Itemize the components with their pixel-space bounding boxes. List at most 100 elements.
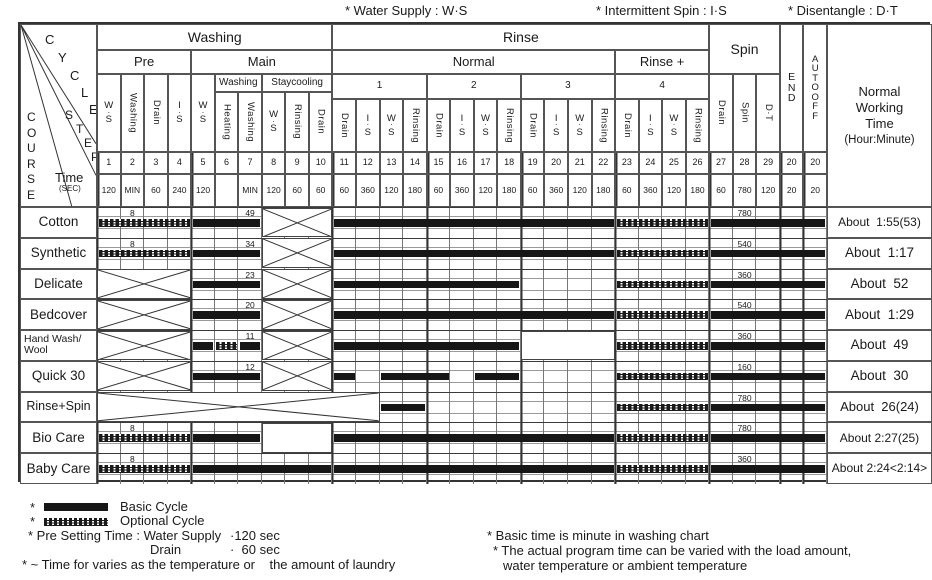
time-cell-13: 120	[379, 174, 404, 207]
segment-x	[97, 330, 192, 361]
bar-value-label: 160	[737, 361, 752, 372]
col-label-text: Washing	[127, 92, 139, 134]
row-divider	[97, 330, 932, 332]
segment-optional-cycle-bar	[616, 434, 708, 442]
segment-basic-cycle-bar	[333, 311, 614, 319]
col-label-25: W · S	[662, 99, 686, 152]
course-letter: C	[27, 110, 36, 124]
time-cell-6	[214, 174, 239, 207]
optional-cycle-swatch	[44, 518, 108, 526]
course-letter: R	[27, 156, 36, 171]
row-divider	[97, 237, 932, 239]
segment-basic-cycle-bar	[239, 342, 261, 350]
header-normal-working-time: Normal Working Time (Hour:Minute)	[826, 24, 932, 207]
segment-basic-cycle-bar	[710, 249, 826, 258]
step-cell-30: 20	[779, 152, 804, 174]
step-letter: E	[84, 136, 93, 150]
col-label-4: I · S	[167, 74, 192, 152]
time-cell-9: 60	[285, 174, 309, 207]
time-cell-27: 60	[709, 174, 733, 207]
step-cell-8: 8	[261, 152, 286, 174]
pre-setting-time-label: * Pre Setting Time : Water Supply	[28, 528, 222, 543]
grid-cell	[567, 268, 592, 300]
working-time-cotton: About 1:55(53)	[826, 207, 932, 238]
col-label-21: W · S	[567, 99, 592, 152]
bar-value-label: 20	[245, 300, 255, 311]
row-label-synthetic: Synthetic	[20, 237, 97, 269]
step-cell-15: 15	[426, 152, 451, 174]
segment-optional-cycle-bar	[216, 342, 237, 350]
segment-basic-cycle-bar	[333, 280, 520, 289]
segment-basic-cycle-bar	[333, 465, 614, 473]
col-label-13: W · S	[379, 99, 404, 152]
segment-basic-cycle-bar	[710, 372, 826, 381]
course-letter: S	[27, 172, 36, 186]
time-cell-24: 360	[638, 174, 663, 207]
col-label-3: Drain	[144, 74, 168, 152]
segment-basic-cycle-bar	[333, 249, 614, 258]
time-cell-1: 120	[97, 174, 121, 207]
grid-cell	[567, 391, 592, 423]
segment-basic-cycle-bar	[381, 372, 449, 381]
drain-time-label: Drain	[150, 542, 182, 557]
step-cell-4: 4	[167, 152, 192, 174]
time-varies-note: * ~ Time for varies as the temperature o…	[22, 557, 396, 572]
legend-water-supply: * Water Supply : W·S	[345, 3, 468, 18]
bar-value-label: 780	[737, 208, 752, 218]
segment-blank	[261, 422, 333, 453]
segment-basic-cycle-bar	[710, 311, 826, 319]
working-time-rinse-spin: About 26(24)	[826, 391, 932, 423]
bar-value-label: 360	[737, 454, 752, 465]
step-cell-7: 7	[238, 152, 262, 174]
time-cell-20: 360	[544, 174, 568, 207]
step-cell-2: 2	[120, 152, 145, 174]
col-label-text: Rinsing	[692, 107, 704, 144]
step-cell-16: 16	[450, 152, 474, 174]
segment-x	[261, 207, 333, 238]
col-label-text: Spin	[739, 102, 751, 124]
step-cell-29: 29	[756, 152, 780, 174]
step-cell-11: 11	[332, 152, 357, 174]
step-cell-21: 21	[567, 152, 592, 174]
row-label-hand-wash-wool: Hand Wash/ Wool	[20, 330, 97, 361]
segment-optional-cycle-bar	[98, 249, 190, 258]
segment-basic-cycle-bar	[192, 219, 261, 227]
col-label-10: Drain	[308, 92, 333, 152]
time-cell-15: 60	[426, 174, 451, 207]
nwt-line: (Hour:Minute)	[844, 133, 915, 146]
step-cell-13: 13	[379, 152, 404, 174]
legend-disentangle: * Disentangle : D·T	[788, 3, 898, 18]
col-label-text: Drain	[433, 112, 445, 139]
col-label-24: I · S	[638, 99, 663, 152]
time-cell-18: 180	[497, 174, 521, 207]
col-label-12: I · S	[356, 99, 380, 152]
step-cell-26: 26	[685, 152, 710, 174]
col-label-2: Washing	[120, 74, 145, 152]
col-label-19: Drain	[520, 99, 545, 152]
grid-cell	[520, 391, 545, 423]
time-cell-19: 60	[520, 174, 545, 207]
grid-cell	[567, 360, 592, 392]
step-cell-5: 5	[191, 152, 215, 174]
header-rinse-group-2: 2	[426, 74, 521, 99]
nwt-line: Time	[865, 116, 894, 132]
basic-cycle-star: *	[30, 500, 36, 515]
segment-optional-cycle-bar	[616, 249, 708, 258]
segment-basic-cycle-bar	[710, 434, 826, 442]
time-cell-29: 120	[756, 174, 780, 207]
segment-basic-cycle-bar	[710, 342, 826, 350]
time-cell-22: 180	[591, 174, 616, 207]
step-letter: T	[76, 122, 84, 136]
bar-value-label: 34	[245, 238, 255, 249]
segment-blank	[520, 330, 616, 361]
row-label-delicate: Delicate	[20, 268, 97, 300]
step-cell-1: 1	[97, 152, 121, 174]
col-label-23: Drain	[615, 99, 639, 152]
time-sec-label: (SEC)	[59, 184, 81, 193]
header-rinse: Rinse	[332, 24, 710, 50]
row-label-baby-care: Baby Care	[20, 453, 97, 484]
segment-basic-cycle-bar	[192, 465, 331, 473]
row-label-quick-30: Quick 30	[20, 360, 97, 392]
col-label-text: Heating	[221, 103, 233, 141]
